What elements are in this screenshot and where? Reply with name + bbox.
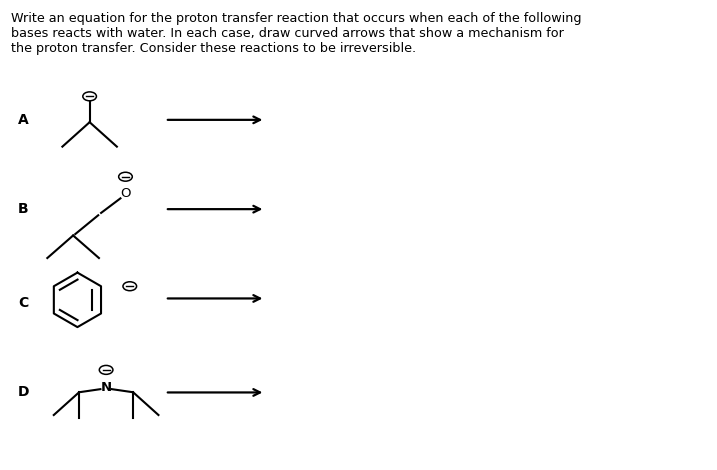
Text: O: O [120, 187, 130, 200]
Text: N: N [100, 381, 112, 394]
Text: B: B [18, 202, 29, 216]
Text: A: A [18, 113, 29, 127]
Text: D: D [18, 385, 29, 400]
Text: Write an equation for the proton transfer reaction that occurs when each of the : Write an equation for the proton transfe… [11, 12, 581, 55]
Text: C: C [18, 296, 28, 310]
